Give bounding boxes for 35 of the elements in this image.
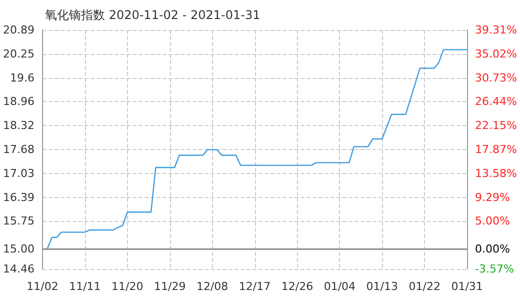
- x-tick-label: 01/13: [366, 280, 398, 293]
- y2-tick-label: 0.00%: [475, 242, 510, 256]
- y-tick-label: 15.75: [2, 214, 34, 228]
- y-tick-label: 14.46: [2, 262, 34, 276]
- y2-tick-label: 9.29%: [475, 190, 510, 204]
- y-tick-label: 15.00: [2, 242, 34, 256]
- y2-tick-label: -3.57%: [475, 262, 514, 276]
- x-tick-label: 11/11: [69, 280, 101, 293]
- y2-tick-label: 17.87%: [475, 143, 518, 156]
- y-tick-label: 17.68: [2, 142, 34, 156]
- y2-tick-label: 35.02%: [475, 47, 518, 60]
- x-tick-label: 01/04: [324, 280, 356, 293]
- y-tick-label: 20.25: [2, 47, 34, 60]
- y2-tick-label: 26.44%: [475, 95, 518, 108]
- y-tick-label: 20.89: [2, 24, 34, 36]
- y2-tick-label: 30.73%: [475, 71, 518, 84]
- line-series: [42, 49, 468, 250]
- y2-tick-label: 39.31%: [475, 24, 518, 36]
- x-tick-label: 01/22: [408, 280, 440, 293]
- x-tick-label: 01/31: [451, 280, 483, 293]
- y2-tick-label: 22.15%: [475, 119, 518, 132]
- y-tick-label: 19.6: [10, 71, 34, 84]
- y-tick-label: 18.96: [2, 95, 34, 108]
- y2-tick-label: 13.58%: [475, 166, 518, 180]
- x-tick-label: 11/02: [26, 280, 58, 293]
- chart-title: 氧化镝指数 2020-11-02 - 2021-01-31: [45, 8, 260, 22]
- x-tick-label: 11/29: [154, 280, 186, 293]
- y-tick-label: 16.39: [2, 190, 34, 204]
- x-tick-label: 12/26: [281, 280, 314, 293]
- x-tick-label: 12/17: [238, 280, 271, 293]
- y-tick-label: 17.03: [2, 166, 34, 180]
- y-tick-label: 18.32: [2, 119, 34, 132]
- x-tick-label: 11/20: [112, 280, 144, 293]
- x-tick-label: 12/08: [196, 280, 228, 293]
- y2-tick-label: 5.00%: [475, 214, 510, 228]
